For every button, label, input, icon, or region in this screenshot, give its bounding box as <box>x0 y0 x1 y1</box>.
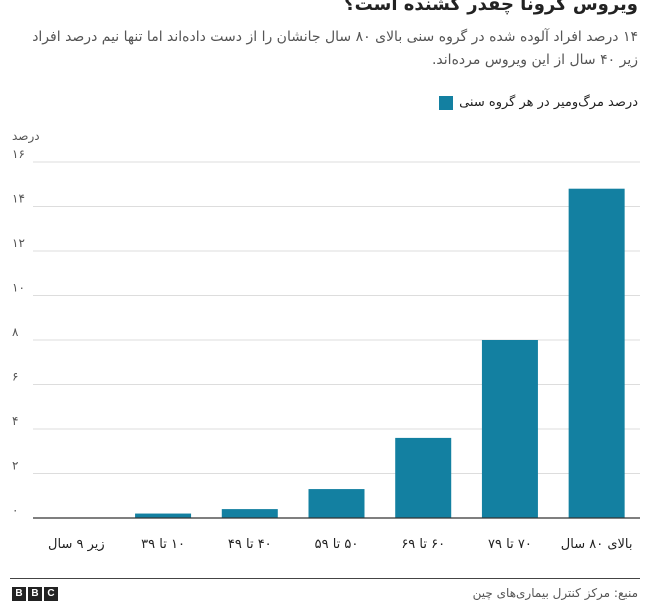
y-tick-label: ۶ <box>12 370 18 384</box>
x-tick-label: ۷۰ تا ۷۹ <box>488 537 532 552</box>
y-tick-label: ۱۰ <box>12 281 25 295</box>
bar-chart: درصد ۰ ۲ ۴ ۶ ۸ ۱۰ ۱۲ ۱۴ ۱۶ زیر ۹ سال ۱۰ تا ۳۹ ۴۰ تا … <box>12 129 640 552</box>
source-note: منبع: مرکز کنترل بیماری‌های چین <box>472 586 638 600</box>
bar <box>221 509 278 518</box>
chart-subtitle: ۱۴ درصد افراد آلوده شده در گروه سنی بالا… <box>32 29 638 68</box>
bar <box>481 340 538 518</box>
bar <box>568 188 625 518</box>
x-tick-label: ۵۰ تا ۵۹ <box>315 537 359 552</box>
bbc-logo-letter: B <box>12 587 26 601</box>
y-tick-label: ۸ <box>12 325 19 339</box>
y-tick-label: ۱۶ <box>12 147 25 161</box>
y-tick-label: ۲ <box>12 459 18 473</box>
chart-title: ویروس کرونا چقدر کشنده است؟ <box>344 0 638 15</box>
x-tick-label: بالای ۸۰ سال <box>561 537 633 552</box>
y-tick-label: ۰ <box>12 503 18 517</box>
y-tick-label: ۱۲ <box>12 236 25 250</box>
bar <box>308 489 365 518</box>
legend-label: درصد مرگ‌ومیر در هر گروه سنی <box>459 95 638 110</box>
bbc-logo-letter: B <box>28 587 42 601</box>
bbc-logo-letter: C <box>44 587 58 601</box>
y-tick-label: ۴ <box>12 414 18 428</box>
x-tick-label: ۱۰ تا ۳۹ <box>141 537 185 552</box>
footer-divider <box>10 578 640 579</box>
y-tick-label: ۱۴ <box>12 192 25 206</box>
x-tick-label: زیر ۹ سال <box>48 537 105 552</box>
legend: درصد مرگ‌ومیر در هر گروه سنی <box>439 95 638 110</box>
y-axis-label: درصد <box>12 129 40 144</box>
bar <box>395 437 452 518</box>
x-tick-label: ۴۰ تا ۴۹ <box>228 537 272 552</box>
x-tick-label: ۶۰ تا ۶۹ <box>401 537 445 552</box>
legend-swatch <box>439 95 454 110</box>
bar <box>135 513 192 518</box>
bbc-logo: B B C <box>12 587 58 601</box>
